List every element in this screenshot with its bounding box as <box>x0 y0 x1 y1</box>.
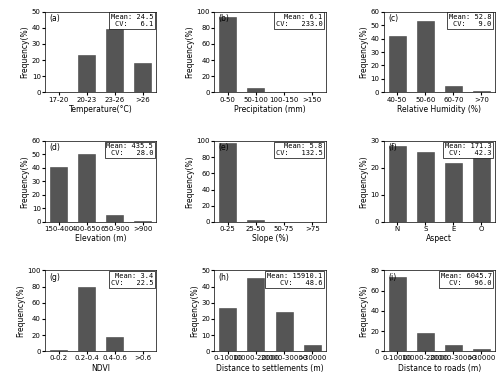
Y-axis label: Frequency(%): Frequency(%) <box>360 26 368 78</box>
Bar <box>473 154 490 222</box>
Y-axis label: Frequency(%): Frequency(%) <box>360 155 368 208</box>
Y-axis label: Frequency(%): Frequency(%) <box>186 155 194 208</box>
Text: (g): (g) <box>50 273 60 282</box>
X-axis label: Elevation (m): Elevation (m) <box>75 234 126 243</box>
Bar <box>445 86 462 93</box>
Y-axis label: Frequency(%): Frequency(%) <box>186 26 194 78</box>
Bar <box>445 163 462 222</box>
Bar <box>134 220 152 222</box>
Text: Mean: 6045.7
CV:   96.0: Mean: 6045.7 CV: 96.0 <box>440 273 492 286</box>
Text: Mean: 6.1
CV:   233.0: Mean: 6.1 CV: 233.0 <box>276 14 322 27</box>
Bar <box>78 55 95 93</box>
X-axis label: Distance to settlements (m): Distance to settlements (m) <box>216 364 324 372</box>
X-axis label: NDVI: NDVI <box>91 364 110 372</box>
Bar <box>304 345 320 351</box>
Y-axis label: Frequency(%): Frequency(%) <box>190 284 199 337</box>
Bar <box>388 146 406 222</box>
Bar <box>417 152 434 222</box>
Text: (i): (i) <box>388 273 396 282</box>
Bar <box>220 308 236 351</box>
X-axis label: Slope (%): Slope (%) <box>252 234 288 243</box>
Bar <box>106 215 123 222</box>
Y-axis label: Frequency(%): Frequency(%) <box>21 155 30 208</box>
Text: (b): (b) <box>219 14 230 23</box>
Bar <box>220 17 236 93</box>
Bar <box>473 91 490 93</box>
Text: (a): (a) <box>50 14 60 23</box>
Bar <box>78 286 95 351</box>
Bar <box>445 345 462 351</box>
Text: (c): (c) <box>388 14 398 23</box>
X-axis label: Aspect: Aspect <box>426 234 452 243</box>
Bar <box>78 154 95 222</box>
Bar <box>388 278 406 351</box>
Text: Mean: 15910.1
CV:   48.6: Mean: 15910.1 CV: 48.6 <box>267 273 322 286</box>
Bar <box>248 88 264 93</box>
Text: Mean: 5.8
CV:   132.5: Mean: 5.8 CV: 132.5 <box>276 144 322 156</box>
Text: Mean: 3.4
CV:   22.5: Mean: 3.4 CV: 22.5 <box>110 273 153 286</box>
Bar <box>473 349 490 351</box>
Text: (d): (d) <box>50 144 60 152</box>
Bar <box>388 36 406 93</box>
Text: Mean: 52.8
CV:   9.0: Mean: 52.8 CV: 9.0 <box>449 14 492 27</box>
X-axis label: Relative Humidity (%): Relative Humidity (%) <box>398 105 481 114</box>
Bar <box>106 29 123 93</box>
Y-axis label: Frequency(%): Frequency(%) <box>21 26 30 78</box>
X-axis label: Distance to roads (m): Distance to roads (m) <box>398 364 481 372</box>
X-axis label: Temperature(°C): Temperature(°C) <box>69 105 132 114</box>
Text: Mean: 24.5
CV:   6.1: Mean: 24.5 CV: 6.1 <box>110 14 153 27</box>
Bar <box>50 350 67 351</box>
Bar <box>50 167 67 222</box>
Text: Mean: 435.5
CV:   28.0: Mean: 435.5 CV: 28.0 <box>106 144 153 156</box>
Text: (e): (e) <box>219 144 230 152</box>
Text: (f): (f) <box>388 144 397 152</box>
Y-axis label: Frequency(%): Frequency(%) <box>16 284 26 337</box>
Bar <box>248 278 264 351</box>
Text: (h): (h) <box>219 273 230 282</box>
Bar <box>134 63 152 93</box>
Bar <box>417 21 434 93</box>
Text: Mean: 171.3
CV:   42.3: Mean: 171.3 CV: 42.3 <box>445 144 492 156</box>
Y-axis label: Frequency(%): Frequency(%) <box>360 284 368 337</box>
Bar <box>276 312 292 351</box>
Bar <box>220 144 236 222</box>
Bar <box>248 220 264 222</box>
Bar <box>417 333 434 351</box>
Bar <box>106 337 123 351</box>
X-axis label: Precipitation (mm): Precipitation (mm) <box>234 105 306 114</box>
